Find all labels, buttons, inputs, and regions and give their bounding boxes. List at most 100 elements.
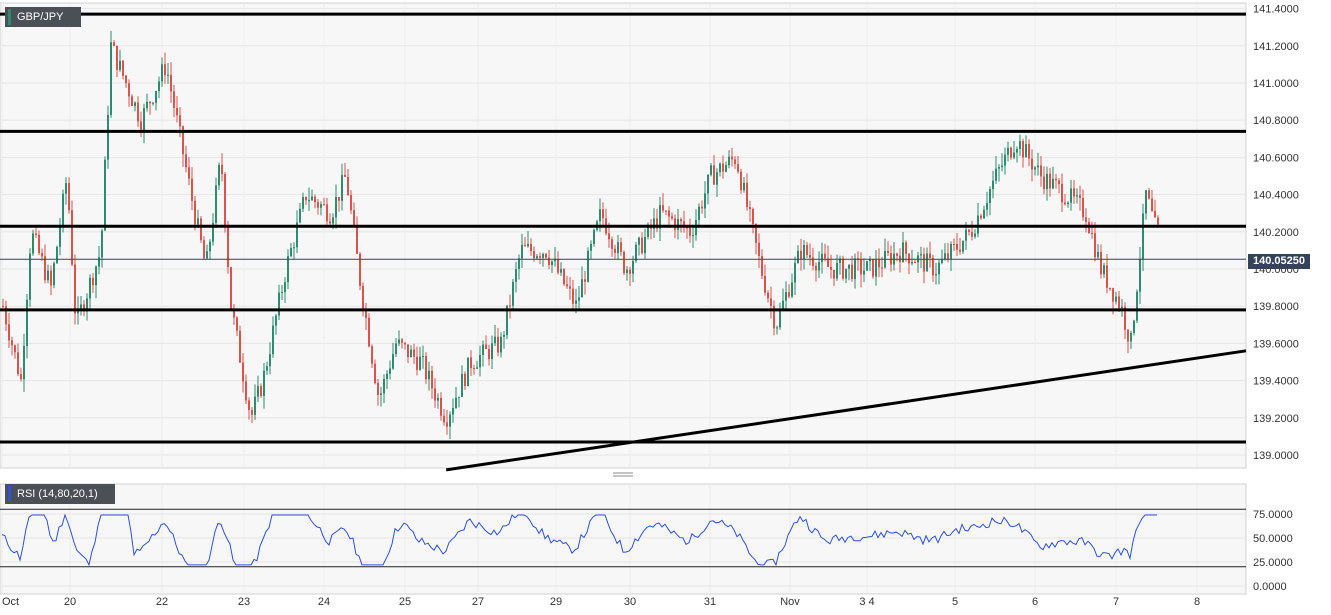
candle-body: [455, 397, 457, 408]
candle-body: [152, 102, 154, 104]
candle-body: [20, 374, 22, 380]
candle-body: [692, 235, 694, 237]
candle-body: [1142, 213, 1144, 260]
candle-body: [377, 383, 379, 395]
candle-body: [146, 101, 148, 109]
rsi-axis-tick-label: 25.0000: [1253, 557, 1293, 569]
candle-body: [227, 226, 229, 268]
candle-body: [362, 285, 364, 310]
candle-body: [500, 336, 502, 353]
candle-body: [653, 218, 655, 229]
candle-body: [32, 233, 34, 254]
candle-body: [950, 243, 952, 259]
candle-body: [125, 75, 127, 84]
candle-body: [716, 172, 718, 185]
candle-body: [41, 253, 43, 257]
candle-body: [110, 42, 112, 115]
candle-body: [128, 83, 130, 97]
candle-body: [986, 203, 988, 210]
candle-body: [1064, 202, 1066, 205]
candle-body: [740, 171, 742, 191]
candle-body: [761, 256, 763, 277]
candle-body: [59, 226, 61, 247]
candle-body: [305, 197, 307, 201]
candle-body: [71, 210, 73, 265]
candle-body: [1082, 197, 1084, 218]
candle-body: [1055, 178, 1057, 181]
candle-body: [896, 253, 898, 256]
candle-body: [458, 396, 460, 398]
price-axis-tick-label: 139.4000: [1253, 376, 1299, 388]
candle-body: [578, 297, 580, 301]
candle-body: [368, 317, 370, 347]
candle-body: [524, 244, 526, 247]
price-axis-tick-label: 140.2000: [1253, 227, 1299, 239]
candle-body: [1115, 296, 1117, 302]
candle-body: [566, 284, 568, 287]
candle-body: [719, 163, 721, 173]
candle-body: [1139, 259, 1141, 292]
candle-body: [713, 165, 715, 185]
candle-body: [815, 265, 817, 271]
candle-body: [233, 309, 235, 318]
candle-body: [329, 221, 331, 224]
candle-body: [1118, 296, 1120, 309]
candle-body: [17, 352, 19, 375]
candle-body: [266, 366, 268, 371]
candle-body: [1043, 176, 1045, 190]
candle-body: [62, 193, 64, 227]
price-gridlines: [0, 3, 1246, 594]
candle-body: [659, 205, 661, 229]
price-axis-tick-label: 140.4000: [1253, 190, 1299, 202]
candle-body: [560, 269, 562, 273]
candle-body: [569, 286, 571, 289]
candle-body: [311, 196, 313, 201]
candle-body: [1133, 320, 1135, 333]
candle-body: [482, 344, 484, 355]
candle-body: [1061, 183, 1063, 203]
candle-body: [1010, 147, 1012, 158]
candle-body: [194, 200, 196, 225]
candle-body: [341, 174, 343, 201]
candle-body: [1079, 195, 1081, 198]
candle-body: [5, 306, 7, 325]
candle-body: [425, 356, 427, 380]
candle-body: [1052, 178, 1054, 189]
time-axis-tick-label: 7: [1113, 596, 1119, 608]
time-axis-tick-label: 3 4: [859, 596, 874, 608]
candle-body: [545, 253, 547, 258]
candle-body: [122, 60, 124, 76]
price-panel: [0, 2, 1247, 469]
candle-body: [806, 245, 808, 256]
candle-body: [503, 335, 505, 337]
candle-body: [440, 397, 442, 416]
candle-body: [8, 324, 10, 341]
price-axis-tick-label: 139.0000: [1253, 450, 1299, 462]
candle-body: [161, 64, 163, 82]
candle-body: [932, 257, 934, 276]
candle-body: [383, 378, 385, 394]
candle-body: [929, 253, 931, 258]
candle-body: [1154, 210, 1156, 218]
candle-body: [647, 224, 649, 237]
candle-body: [548, 257, 550, 266]
candle-body: [623, 251, 625, 273]
candle-body: [1097, 251, 1099, 258]
candle-body: [1037, 165, 1039, 168]
candle-body: [419, 356, 421, 370]
candle-body: [476, 367, 478, 369]
candle-body: [902, 242, 904, 262]
candle-body: [866, 261, 868, 271]
candle-body: [803, 245, 805, 260]
candle-body: [116, 45, 118, 70]
candle-body: [44, 256, 46, 281]
candle-body: [1001, 165, 1003, 168]
candle-body: [356, 225, 358, 254]
candle-body: [317, 202, 319, 208]
candle-body: [1019, 141, 1021, 149]
candle-body: [422, 356, 424, 358]
candle-body: [1049, 173, 1051, 189]
candle-body: [977, 215, 979, 234]
candle-body: [353, 210, 355, 226]
candle-body: [413, 349, 415, 357]
